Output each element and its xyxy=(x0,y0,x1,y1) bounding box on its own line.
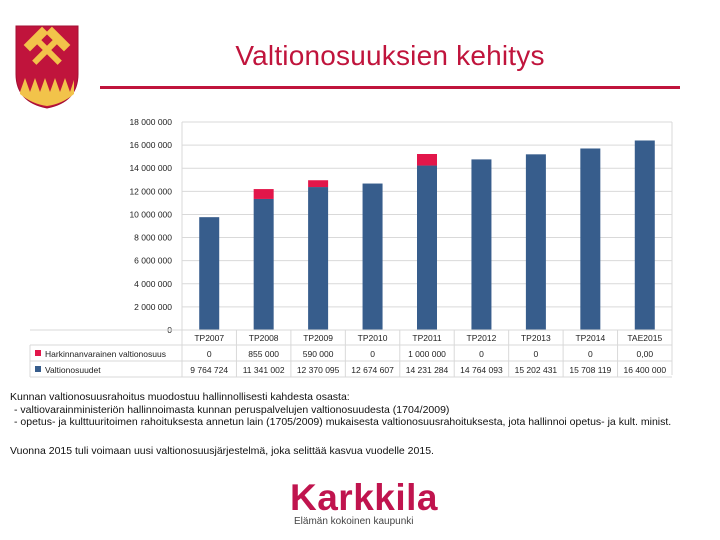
y-tick-label: 12 000 000 xyxy=(129,186,172,196)
data-label-harkinnanvarainen: 1 000 000 xyxy=(408,349,446,359)
coat-of-arms-logo xyxy=(15,25,79,109)
x-tick-label: TP2011 xyxy=(412,333,441,343)
bar-valtionosuudet xyxy=(199,217,220,330)
x-tick-label: TP2014 xyxy=(575,333,605,343)
data-label-valtionosuudet: 12 674 607 xyxy=(351,365,394,375)
bar-valtionosuudet xyxy=(308,187,329,330)
description-line-3: - opetus- ja kulttuuritoimen rahoitukses… xyxy=(14,416,672,428)
bar-harkinnanvarainen xyxy=(253,189,274,199)
y-tick-label: 10 000 000 xyxy=(129,209,172,219)
page-title: Valtionosuuksien kehitys xyxy=(235,40,545,71)
x-tick-label: TP2010 xyxy=(358,333,388,343)
chart-data-table: TP2007 0 9 764 724 TP2008 855 000 11 341 002 T… xyxy=(29,329,672,378)
bar-harkinnanvarainen xyxy=(417,153,437,166)
y-tick-label: 14 000 000 xyxy=(129,163,172,173)
data-label-valtionosuudet: 16 400 000 xyxy=(624,365,667,375)
data-label-valtionosuudet: 12 370 095 xyxy=(297,365,340,375)
bar-valtionosuudet xyxy=(253,198,274,330)
bar-valtionosuudet xyxy=(417,165,437,330)
bar-valtionosuudet xyxy=(471,159,492,330)
description-line-1: Kunnan valtionosuusrahoitus muodostuu ha… xyxy=(10,391,350,403)
y-tick-label: 18 000 000 xyxy=(129,117,172,127)
y-tick-label: 8 000 000 xyxy=(134,233,172,243)
data-label-harkinnanvarainen: 590 000 xyxy=(303,349,334,359)
data-label-harkinnanvarainen: 0 xyxy=(370,349,375,359)
data-label-harkinnanvarainen: 0 xyxy=(588,349,593,359)
y-tick-label: 4 000 000 xyxy=(134,279,172,289)
data-label-harkinnanvarainen: 0,00 xyxy=(637,349,654,359)
data-label-valtionosuudet: 11 341 002 xyxy=(243,365,285,375)
x-tick-label: TP2013 xyxy=(521,333,551,343)
y-tick-label: 16 000 000 xyxy=(129,140,172,150)
data-label-harkinnanvarainen: 0 xyxy=(479,349,484,359)
description-line-4: Vuonna 2015 tuli voimaan uusi valtionosu… xyxy=(10,444,434,457)
data-label-harkinnanvarainen: 0 xyxy=(534,349,539,359)
title-underline xyxy=(100,86,680,89)
data-label-valtionosuudet: 9 764 724 xyxy=(190,365,228,375)
x-tick-label: TAE2015 xyxy=(627,333,662,343)
data-label-harkinnanvarainen: 855 000 xyxy=(248,349,279,359)
logo-tagline: Elämän kokoinen kaupunki xyxy=(294,516,414,527)
logo-wordmark: Karkkila xyxy=(290,477,438,518)
bar-valtionosuudet xyxy=(634,140,655,330)
x-tick-label: TP2009 xyxy=(303,333,333,343)
x-tick-label: TP2008 xyxy=(249,333,279,343)
legend-swatch-valtionosuudet xyxy=(35,366,41,372)
y-tick-label: 6 000 000 xyxy=(134,256,172,266)
data-label-valtionosuudet: 14 764 093 xyxy=(460,365,503,375)
legend-label-valtionosuudet: Valtionosuudet xyxy=(45,365,101,375)
data-label-valtionosuudet: 15 202 431 xyxy=(515,365,558,375)
karkkila-logo: Karkkila Elämän kokoinen kaupunki xyxy=(290,478,440,530)
bar-valtionosuudet xyxy=(362,183,383,330)
description-line-2: - valtiovarainministeriön hallinnoimasta… xyxy=(14,403,450,416)
data-label-valtionosuudet: 15 708 119 xyxy=(569,365,611,375)
bar-harkinnanvarainen xyxy=(308,180,329,188)
bar-chart: 0 2 000 000 4 000 000 6 000 000 8 000 000 10 … xyxy=(29,117,673,378)
bar-valtionosuudet xyxy=(580,148,601,330)
chart-bars xyxy=(199,140,655,330)
chart-description: Kunnan valtionosuusrahoitus muodostuu ha… xyxy=(10,391,710,457)
bar-valtionosuudet xyxy=(525,154,546,330)
data-label-valtionosuudet: 14 231 284 xyxy=(406,365,449,375)
y-tick-label: 2 000 000 xyxy=(134,302,172,312)
legend-swatch-harkinnanvarainen xyxy=(35,350,41,356)
x-tick-label: TP2012 xyxy=(467,333,497,343)
legend-label-harkinnanvarainen: Harkinnanvarainen valtionosuus xyxy=(45,349,166,359)
x-tick-label: TP2007 xyxy=(194,333,224,343)
data-label-harkinnanvarainen: 0 xyxy=(207,349,212,359)
